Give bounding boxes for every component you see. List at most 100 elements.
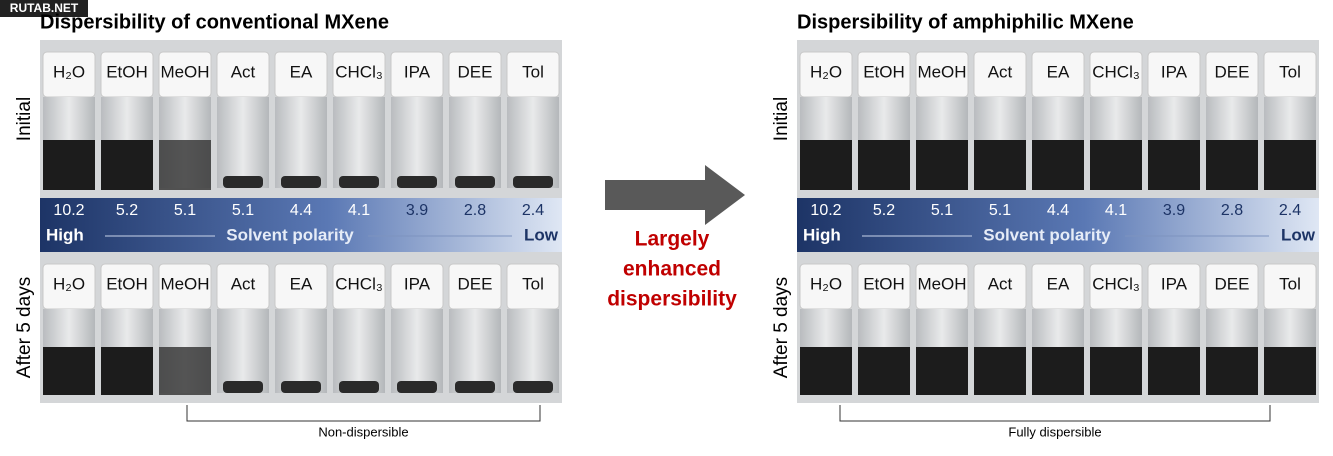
vial-glass (333, 309, 385, 393)
liquid (974, 140, 1026, 190)
solvent-label: Tol (522, 274, 544, 293)
liquid (1206, 347, 1258, 395)
polarity-value: 4.4 (290, 202, 312, 219)
solvent-label: MeOH (160, 274, 209, 293)
vial-glass (333, 97, 385, 188)
solvent-label: H₂O (53, 62, 85, 81)
liquid (43, 140, 95, 190)
solvent-label: Act (988, 274, 1013, 293)
polarity-value: 2.4 (1279, 202, 1301, 219)
sediment (223, 381, 263, 393)
sediment (455, 381, 495, 393)
polarity-low: Low (524, 225, 559, 244)
watermark-bg (0, 0, 88, 17)
liquid (858, 347, 910, 395)
solvent-label: IPA (404, 274, 431, 293)
solvent-label: EA (1047, 62, 1070, 81)
solvent-label: EA (1047, 274, 1070, 293)
sediment (513, 381, 553, 393)
polarity-low: Low (1281, 225, 1316, 244)
solvent-label: IPA (1161, 274, 1188, 293)
solvent-label: DEE (1215, 274, 1250, 293)
solvent-label: H₂O (810, 62, 842, 81)
liquid (159, 140, 211, 190)
vial-glass (275, 97, 327, 188)
sediment (281, 381, 321, 393)
arrow (605, 165, 745, 225)
arrow-label: dispersibility (607, 288, 737, 311)
bracket (186, 405, 541, 422)
liquid (1264, 140, 1316, 190)
sediment (397, 381, 437, 393)
polarity-value: 2.8 (464, 202, 486, 219)
polarity-value: 5.1 (174, 202, 196, 219)
polarity-axis: Solvent polarity (983, 225, 1111, 244)
liquid (858, 140, 910, 190)
polarity-value: 5.1 (989, 202, 1011, 219)
solvent-label: MeOH (160, 62, 209, 81)
solvent-label: Tol (1279, 62, 1301, 81)
polarity-high: High (803, 225, 841, 244)
arrow-label: enhanced (623, 258, 721, 281)
liquid (101, 347, 153, 395)
polarity-value: 3.9 (1163, 202, 1185, 219)
solvent-label: IPA (404, 62, 431, 81)
polarity-value: 4.1 (348, 202, 370, 219)
solvent-label: CHCl₃ (1092, 62, 1140, 81)
polarity-value: 10.2 (53, 202, 84, 219)
polarity-axis: Solvent polarity (226, 225, 354, 244)
sediment (513, 176, 553, 188)
sediment (339, 176, 379, 188)
solvent-label: DEE (458, 62, 493, 81)
solvent-label: H₂O (810, 274, 842, 293)
watermark: RUTAB.NET (10, 1, 79, 15)
bracket-label: Non-dispersible (318, 424, 408, 439)
vial-glass (449, 97, 501, 188)
polarity-band (40, 198, 562, 252)
solvent-label: EtOH (106, 274, 148, 293)
polarity-value: 3.9 (406, 202, 428, 219)
sediment (281, 176, 321, 188)
row-label: Initial (14, 97, 35, 141)
solvent-label: Act (231, 62, 256, 81)
solvent-label: MeOH (917, 274, 966, 293)
solvent-label: EA (290, 274, 313, 293)
solvent-label: Act (231, 274, 256, 293)
liquid (800, 140, 852, 190)
liquid (1148, 347, 1200, 395)
liquid (1206, 140, 1258, 190)
liquid (974, 347, 1026, 395)
liquid (1032, 140, 1084, 190)
solvent-label: EA (290, 62, 313, 81)
polarity-value: 5.1 (931, 202, 953, 219)
sediment (223, 176, 263, 188)
vial-glass (217, 97, 269, 188)
liquid (1264, 347, 1316, 395)
solvent-label: EtOH (863, 62, 905, 81)
solvent-label: Tol (1279, 274, 1301, 293)
solvent-label: CHCl₃ (335, 274, 383, 293)
solvent-label: DEE (1215, 62, 1250, 81)
polarity-value: 5.2 (116, 202, 138, 219)
solvent-label: H₂O (53, 274, 85, 293)
liquid (1148, 140, 1200, 190)
solvent-label: CHCl₃ (1092, 274, 1140, 293)
bracket-label: Fully dispersible (1008, 424, 1101, 439)
liquid (159, 347, 211, 395)
polarity-value: 2.4 (522, 202, 544, 219)
solvent-label: Act (988, 62, 1013, 81)
liquid (916, 347, 968, 395)
sediment (339, 381, 379, 393)
vial-glass (391, 97, 443, 188)
polarity-band (797, 198, 1319, 252)
solvent-label: Tol (522, 62, 544, 81)
solvent-label: CHCl₃ (335, 62, 383, 81)
solvent-label: EtOH (863, 274, 905, 293)
liquid (43, 347, 95, 395)
vial-glass (507, 97, 559, 188)
sediment (397, 176, 437, 188)
row-label: After 5 days (771, 277, 792, 378)
liquid (101, 140, 153, 190)
panel-title: Dispersibility of conventional MXene (40, 11, 389, 33)
